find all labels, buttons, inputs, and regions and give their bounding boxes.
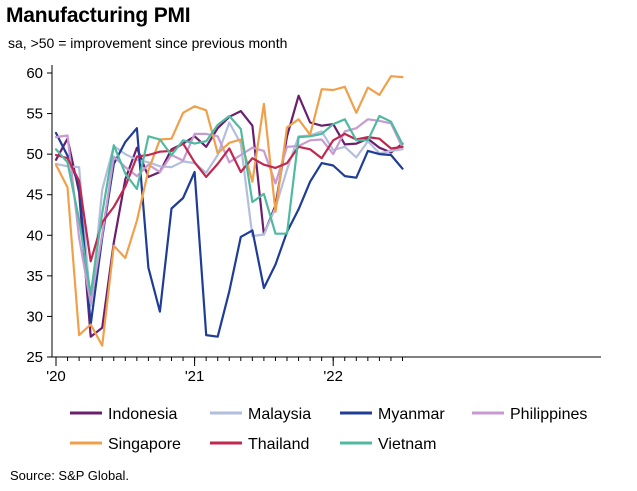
legend-label: Singapore (108, 436, 181, 453)
legend-label: Myanmar (378, 406, 445, 423)
x-tick-label: '22 (323, 368, 343, 385)
legend-label: Philippines (510, 406, 587, 423)
legend: Indonesia Malaysia Myanmar Philippines Singa… (70, 406, 587, 453)
legend-item-vietnam: Vietnam (340, 436, 436, 453)
legend-item-malaysia: Malaysia (210, 406, 311, 423)
y-tick-label: 50 (26, 146, 43, 163)
y-tick-label: 35 (26, 268, 43, 285)
y-tick-label: 55 (26, 106, 43, 123)
legend-item-thailand: Thailand (210, 436, 309, 453)
y-tick-label: 60 (26, 65, 43, 82)
chart-subtitle: sa, >50 = improvement since previous mon… (8, 35, 288, 51)
series-line-thailand (54, 132, 404, 263)
axes: 25 30 35 40 45 50 55 60 '20 '21 '22 (26, 65, 601, 385)
chart-title: Manufacturing PMI (6, 4, 191, 27)
y-tick-label: 25 (26, 349, 43, 366)
legend-label: Thailand (248, 436, 309, 453)
source-note: Source: S&P Global. (10, 468, 129, 483)
series-line-vietnam (54, 114, 404, 296)
x-tick-label: '20 (46, 368, 66, 385)
legend-item-indonesia: Indonesia (70, 406, 177, 423)
legend-item-singapore: Singapore (70, 436, 181, 453)
y-tick-label: 40 (26, 227, 43, 244)
y-tick-label: 30 (26, 308, 43, 325)
x-tick-label: '21 (185, 368, 205, 385)
y-tick-label: 45 (26, 187, 43, 204)
legend-label: Indonesia (108, 406, 177, 423)
legend-label: Malaysia (248, 406, 311, 423)
legend-label: Vietnam (378, 436, 436, 453)
legend-item-myanmar: Myanmar (340, 406, 445, 423)
series-line-singapore (54, 75, 404, 347)
legend-item-philippines: Philippines (472, 406, 587, 423)
series-line-philippines (54, 118, 404, 305)
series-lines (54, 75, 404, 347)
